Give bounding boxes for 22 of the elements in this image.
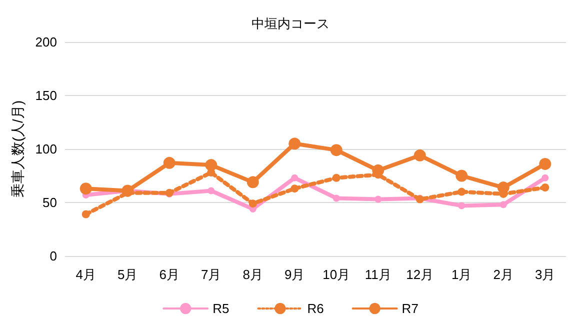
legend-label: R7 xyxy=(402,301,418,316)
y-tick-label: 150 xyxy=(35,88,57,103)
x-tick-label: 3月 xyxy=(535,267,556,282)
x-tick-label: 12月 xyxy=(406,267,434,282)
legend-label: R6 xyxy=(307,301,324,316)
y-tick-label: 100 xyxy=(35,142,57,156)
y-axis-title: 乗車人数(人/月) xyxy=(9,100,26,198)
x-tick-label: 10月 xyxy=(322,267,350,282)
x-tick-label: 5月 xyxy=(118,267,138,282)
y-tick-label: 0 xyxy=(50,248,57,264)
x-tick-label: 11月 xyxy=(364,267,392,282)
chart-title: 中垣内コース xyxy=(252,16,330,31)
x-tick-label: 2月 xyxy=(493,267,514,282)
y-tick-label: 200 xyxy=(35,34,57,50)
x-tick-label: 7月 xyxy=(201,267,222,282)
x-tick-label: 9月 xyxy=(284,267,305,282)
y-tick-label: 50 xyxy=(42,195,57,210)
x-tick-label: 4月 xyxy=(76,267,96,282)
legend-label: R5 xyxy=(212,301,230,316)
x-tick-label: 6月 xyxy=(159,267,180,282)
x-tick-label: 8月 xyxy=(242,267,263,282)
x-tick-label: 1月 xyxy=(452,267,472,282)
